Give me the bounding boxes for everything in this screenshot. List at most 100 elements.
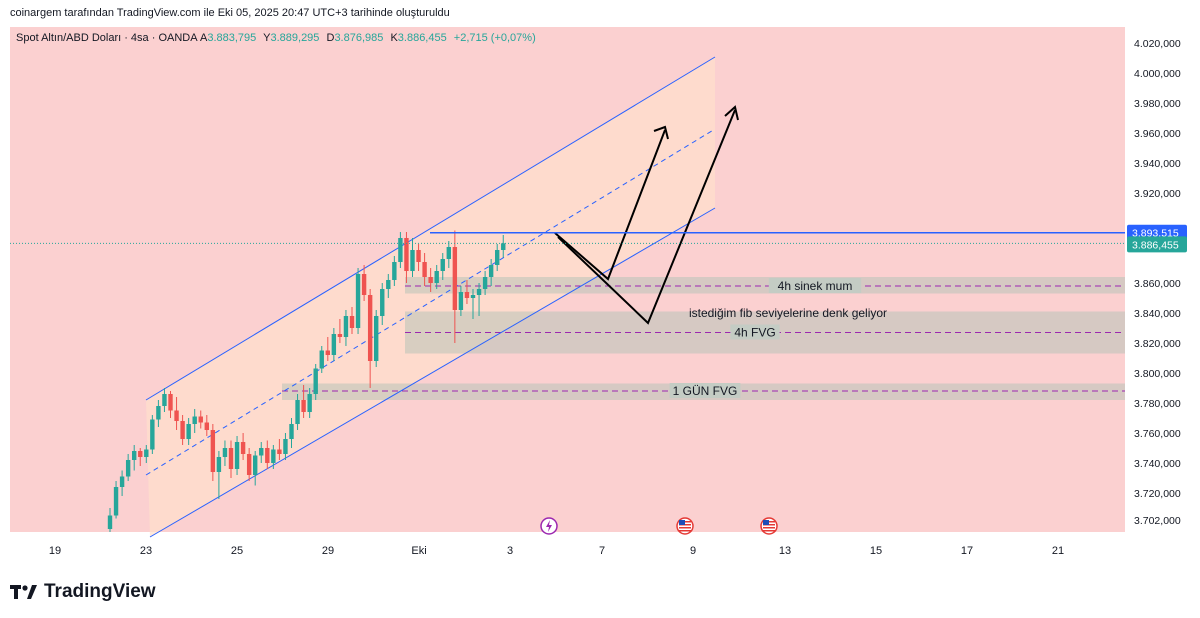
lightning-event-icon[interactable] — [540, 517, 558, 535]
candle-body — [216, 457, 222, 472]
candle-body — [325, 350, 330, 355]
candle-body — [476, 289, 482, 295]
y-tick-label: 3.960,000 — [1134, 128, 1181, 140]
candle-body — [446, 247, 451, 259]
x-tick-label: 7 — [599, 545, 605, 557]
x-tick-label: 19 — [49, 545, 61, 557]
candle-body — [277, 449, 282, 454]
candle-body — [458, 292, 464, 310]
candle-body — [186, 424, 191, 439]
candle-body — [386, 280, 391, 289]
candle-body — [434, 271, 439, 283]
candle-body — [295, 400, 300, 424]
low-value: 3.876,985 — [334, 32, 383, 44]
y-tick-label: 4.000,000 — [1134, 68, 1181, 80]
y-tick-label: 3.720,000 — [1134, 488, 1181, 500]
candle-body — [470, 295, 476, 298]
x-tick-label: 3 — [507, 545, 513, 557]
change-value: +2,715 (+0,07%) — [454, 32, 536, 44]
x-tick-label: 9 — [690, 545, 696, 557]
y-tick-label: 4.020,000 — [1134, 38, 1181, 50]
x-tick-label: 15 — [870, 545, 882, 557]
candle-body — [464, 292, 470, 298]
y-tick-label: 3.740,000 — [1134, 458, 1181, 470]
last-price-text: 3.886,455 — [1132, 239, 1179, 251]
candle-body — [313, 368, 318, 394]
zone-label-bg — [730, 324, 780, 340]
candle-body — [398, 238, 403, 262]
channel-lower-line — [149, 207, 716, 538]
scenario-arrow-1 — [554, 129, 666, 281]
candle-body — [428, 277, 433, 283]
candle-body — [240, 442, 246, 454]
candle-body — [495, 250, 500, 265]
candle-body — [156, 406, 161, 420]
x-tick-label: 29 — [322, 545, 334, 557]
candle-body — [361, 274, 367, 295]
us-flag-event-icon[interactable] — [760, 517, 778, 535]
candle-body — [162, 394, 167, 406]
y-tick-label: 3.980,000 — [1134, 98, 1181, 110]
open-label: A — [200, 32, 208, 44]
candle-body — [392, 262, 397, 280]
x-tick-label: 25 — [231, 545, 243, 557]
zone-label-bg — [768, 278, 862, 293]
candle-body — [265, 448, 270, 463]
close-value: 3.886,455 — [398, 32, 447, 44]
candle-body — [259, 448, 264, 456]
candle-body — [174, 410, 179, 421]
candle-body — [107, 515, 113, 529]
us-flag-event-icon[interactable] — [676, 517, 694, 535]
candle-body — [246, 454, 252, 475]
candle-body — [331, 334, 337, 355]
candle-body — [228, 448, 234, 469]
y-tick-label: 3.840,000 — [1134, 308, 1181, 320]
candle-body — [144, 449, 149, 457]
candle-body — [289, 424, 294, 439]
candle-body — [234, 442, 240, 469]
candle-body — [380, 289, 385, 316]
y-tick-label: 3.800,000 — [1134, 368, 1181, 380]
attribution-text: coinargem tarafından TradingView.com ile… — [10, 7, 450, 19]
channel-upper-line — [145, 56, 716, 401]
candle-body — [452, 247, 458, 310]
zone-label: 4h FVG — [734, 326, 775, 340]
y-tick-label: 3.940,000 — [1134, 158, 1181, 170]
high-label: Y — [263, 32, 271, 44]
channel-mid-line — [145, 128, 716, 476]
y-tick-label: 3.860,000 — [1134, 278, 1181, 290]
close-label: K — [390, 32, 398, 44]
x-tick-label: 23 — [140, 545, 152, 557]
candle-body — [210, 430, 216, 472]
candle-body — [501, 243, 506, 250]
candle-body — [222, 448, 228, 457]
candle-body — [271, 449, 276, 463]
chart-area[interactable]: 4h sinek mum 4h FVG 1 GÜN FVG istediğim fib… — [10, 27, 1190, 567]
candle-body — [198, 416, 203, 423]
candle-body — [482, 277, 488, 289]
candle-body — [192, 416, 197, 424]
zone-label: 4h sinek mum — [778, 279, 853, 293]
y-tick-label: 3.780,000 — [1134, 398, 1181, 410]
zone-label: 1 GÜN FVG — [673, 384, 738, 398]
candle-body — [138, 451, 143, 457]
candle-body — [349, 316, 355, 328]
ohlc-readout: A3.883,795 Y3.889,295 D3.876,985 K3.886,… — [200, 32, 536, 44]
y-tick-label: 3.760,000 — [1134, 428, 1181, 440]
y-tick-label: 3.820,000 — [1134, 338, 1181, 350]
low-label: D — [326, 32, 334, 44]
candle-body — [343, 316, 349, 337]
candle-body — [319, 350, 324, 369]
x-tick-label: 13 — [779, 545, 791, 557]
open-value: 3.883,795 — [207, 32, 256, 44]
channel-fill — [146, 57, 715, 537]
high-value: 3.889,295 — [270, 32, 319, 44]
zone-label-bg — [669, 383, 741, 398]
y-tick-label: 3.920,000 — [1134, 188, 1181, 200]
x-tick-label: 21 — [1052, 545, 1064, 557]
candle-body — [337, 334, 343, 337]
symbol-name: Spot Altın/ABD Doları · 4sa · OANDA — [16, 32, 198, 44]
candle-body — [132, 451, 137, 460]
candle-body — [355, 274, 361, 328]
price-chart[interactable]: 4h sinek mum 4h FVG 1 GÜN FVG istediğim fib… — [10, 27, 1190, 567]
